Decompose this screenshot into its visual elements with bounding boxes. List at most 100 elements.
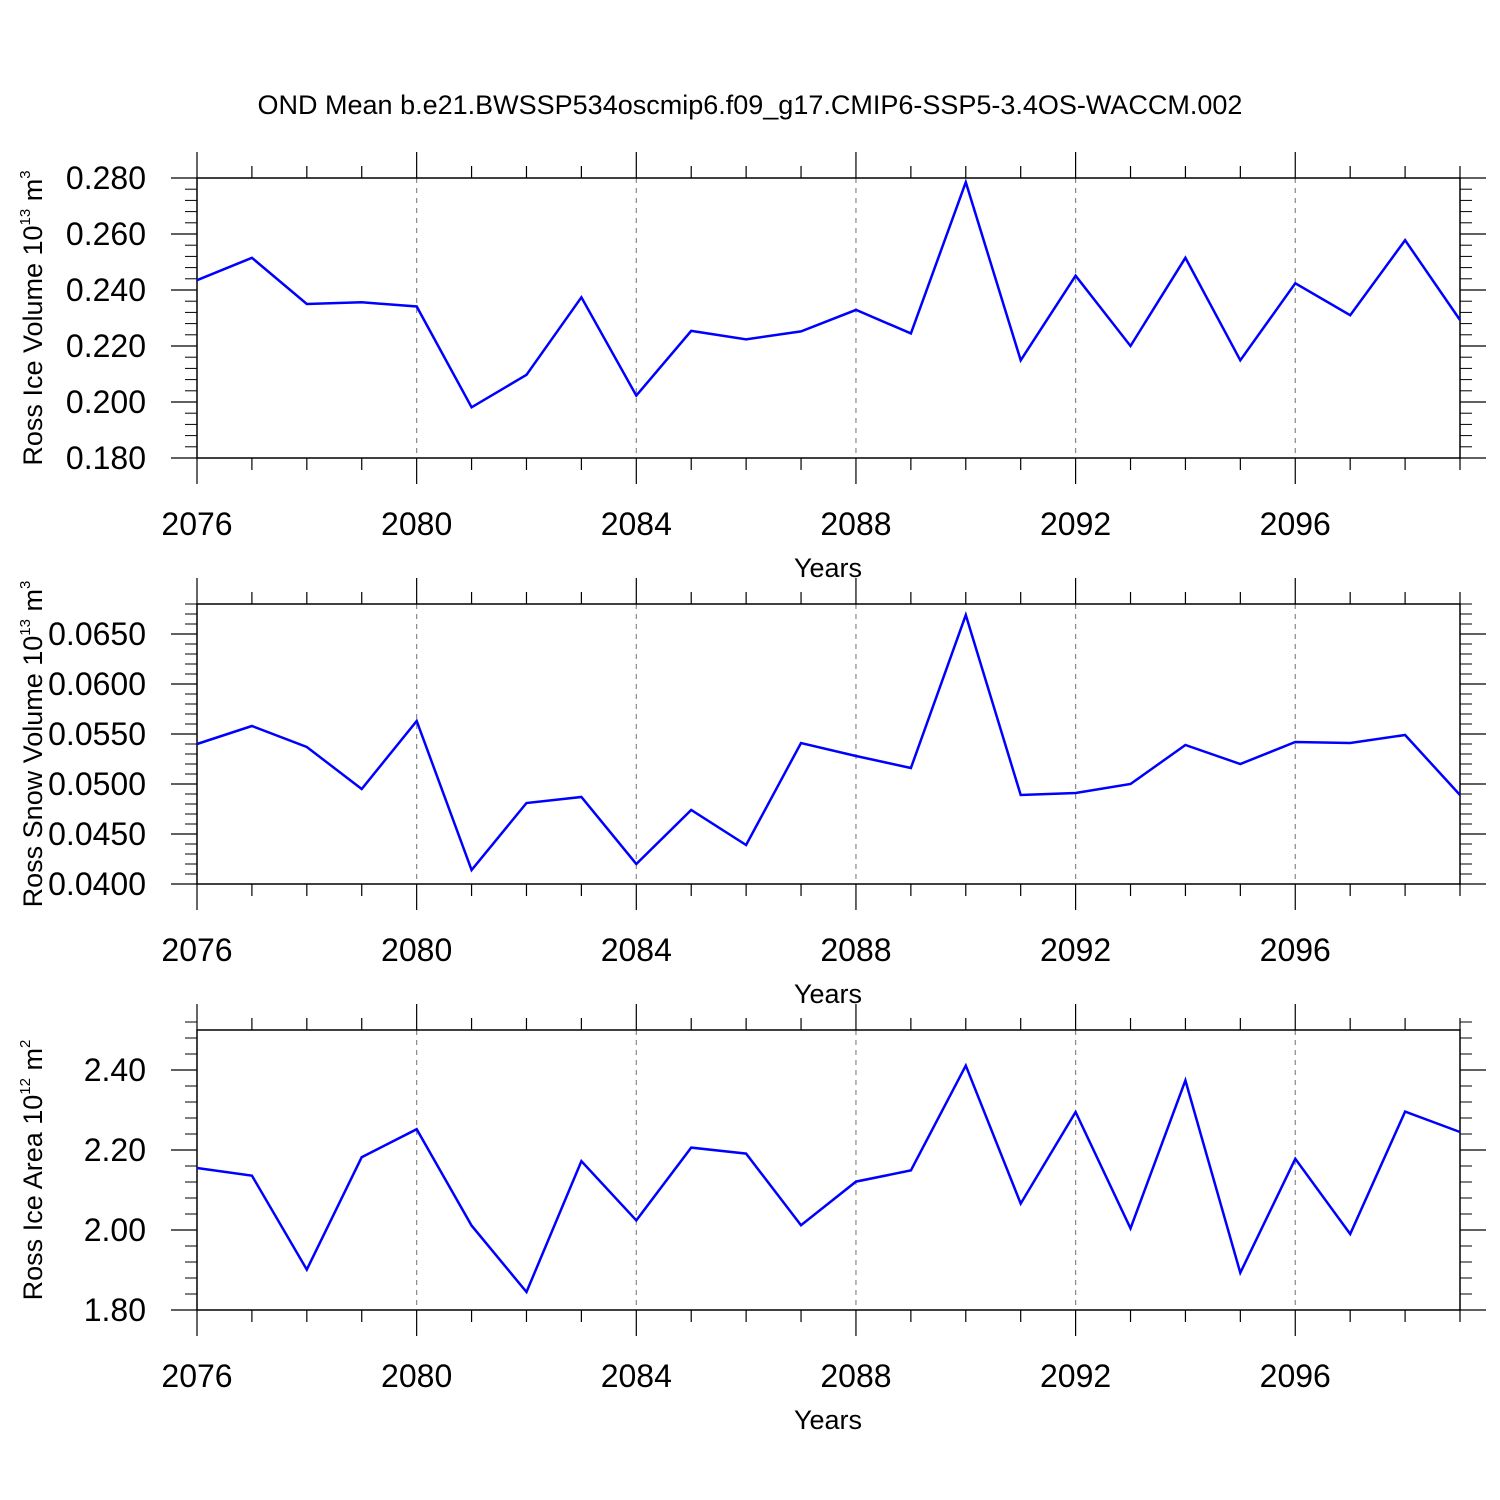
data-point <box>1348 741 1352 745</box>
y-tick-label: 0.0650 <box>48 616 146 652</box>
data-point <box>909 766 913 770</box>
x-tick-label: 2092 <box>1040 932 1111 968</box>
data-point <box>1458 793 1462 797</box>
ross-ice-area-panel: 1.80 2.00 2.20 2.40 2076 2080 2084 2088 2092 2096… <box>17 1004 1486 1435</box>
plot-frame <box>196 1029 1461 1311</box>
data-point <box>250 724 254 728</box>
data-point <box>1019 358 1023 362</box>
data-point <box>689 1146 693 1150</box>
plot-frame <box>196 603 1461 885</box>
data-point <box>360 787 364 791</box>
data-point <box>799 1223 803 1227</box>
data-point <box>195 278 199 282</box>
data-point <box>689 808 693 812</box>
y-tick-label: 0.0400 <box>48 866 146 902</box>
x-tick-label: 2088 <box>820 506 891 542</box>
data-point <box>634 1218 638 1222</box>
y-tick-label: 0.200 <box>66 384 146 420</box>
data-point <box>1403 238 1407 242</box>
data-point <box>744 843 748 847</box>
data-point <box>360 300 364 304</box>
ross-ice-volume-series-line <box>196 178 1462 410</box>
y-tick-label: 0.180 <box>66 440 146 476</box>
data-point <box>1238 762 1242 766</box>
ross-ice-volume-panel: 0.180 0.200 0.220 0.240 0.260 0.280 2076 2080 20… <box>17 152 1486 583</box>
data-point <box>1074 791 1078 795</box>
data-point <box>1183 1078 1187 1082</box>
x-tick-label: 2092 <box>1040 1358 1111 1394</box>
data-point <box>305 1268 309 1272</box>
data-point <box>415 1127 419 1131</box>
data-point <box>909 331 913 335</box>
data-point <box>415 719 419 723</box>
y-tick-label: 0.0550 <box>48 716 146 752</box>
x-tick-label: 2076 <box>161 1358 232 1394</box>
data-point <box>854 754 858 758</box>
data-point <box>305 745 309 749</box>
data-point <box>579 295 583 299</box>
x-tick-label: 2096 <box>1260 1358 1331 1394</box>
ross-snow-volume-series-line <box>196 611 1461 873</box>
data-point <box>1129 344 1133 348</box>
data-point <box>360 1155 364 1159</box>
x-tick-label: 2076 <box>161 932 232 968</box>
x-tick-label: 2084 <box>601 506 672 542</box>
data-point <box>634 862 638 866</box>
y-axis-label: Ross Snow Volume 1013 m3 <box>17 581 48 908</box>
data-point <box>579 1159 583 1163</box>
data-point <box>415 305 419 309</box>
y-tick-label: 2.20 <box>84 1132 146 1168</box>
data-point <box>1293 1157 1297 1161</box>
y-tick-label: 2.00 <box>84 1212 146 1248</box>
y-axis-label-unit-exponent: 2 <box>17 1040 34 1048</box>
y-tick-label: 0.280 <box>66 160 146 196</box>
y-tick-label: 0.0450 <box>48 816 146 852</box>
data-point <box>689 329 693 333</box>
data-point <box>195 1166 199 1170</box>
data-point <box>854 1180 858 1184</box>
data-point <box>1238 1271 1242 1275</box>
data-point <box>470 868 474 872</box>
data-point <box>1238 358 1242 362</box>
x-tick-label: 2096 <box>1260 506 1331 542</box>
figure-title: OND Mean b.e21.BWSSP534oscmip6.f09_g17.C… <box>258 90 1243 120</box>
y-tick-label: 0.220 <box>66 328 146 364</box>
data-point <box>964 180 968 184</box>
y-axis-label-text: Ross Ice Volume 10 <box>18 225 48 465</box>
y-axis-label-unit: m <box>18 589 48 619</box>
data-point <box>1348 1232 1352 1236</box>
y-axis-label-text: Ross Ice Area 10 <box>18 1095 48 1301</box>
data-point <box>305 302 309 306</box>
data-point <box>250 1174 254 1178</box>
data-point <box>799 329 803 333</box>
x-tick-label: 2096 <box>1260 932 1331 968</box>
data-point <box>744 1152 748 1156</box>
y-tick-label: 0.240 <box>66 272 146 308</box>
y-tick-label: 1.80 <box>84 1292 146 1328</box>
data-point <box>1019 1202 1023 1206</box>
y-axis-label-exponent: 13 <box>17 619 34 636</box>
data-point <box>1403 733 1407 737</box>
data-point <box>470 405 474 409</box>
data-point <box>909 1168 913 1172</box>
data-point <box>1458 318 1462 322</box>
data-point <box>1348 313 1352 317</box>
data-point <box>579 795 583 799</box>
ross-ice-area-series-line <box>196 1062 1461 1295</box>
y-axis-label-unit: m <box>18 179 48 209</box>
data-point <box>524 1290 528 1294</box>
data-point <box>1403 1110 1407 1114</box>
data-point <box>964 613 968 617</box>
data-point <box>799 741 803 745</box>
data-point <box>1293 740 1297 744</box>
data-point <box>470 1224 474 1228</box>
y-axis-label-exponent: 12 <box>17 1078 34 1095</box>
x-tick-label: 2080 <box>381 506 452 542</box>
data-point <box>1019 793 1023 797</box>
y-tick-label: 0.260 <box>66 216 146 252</box>
y-axis-label: Ross Ice Area 1012 m2 <box>17 1040 48 1301</box>
data-point <box>1129 782 1133 786</box>
data-point <box>1458 1130 1462 1134</box>
x-tick-label: 2076 <box>161 506 232 542</box>
